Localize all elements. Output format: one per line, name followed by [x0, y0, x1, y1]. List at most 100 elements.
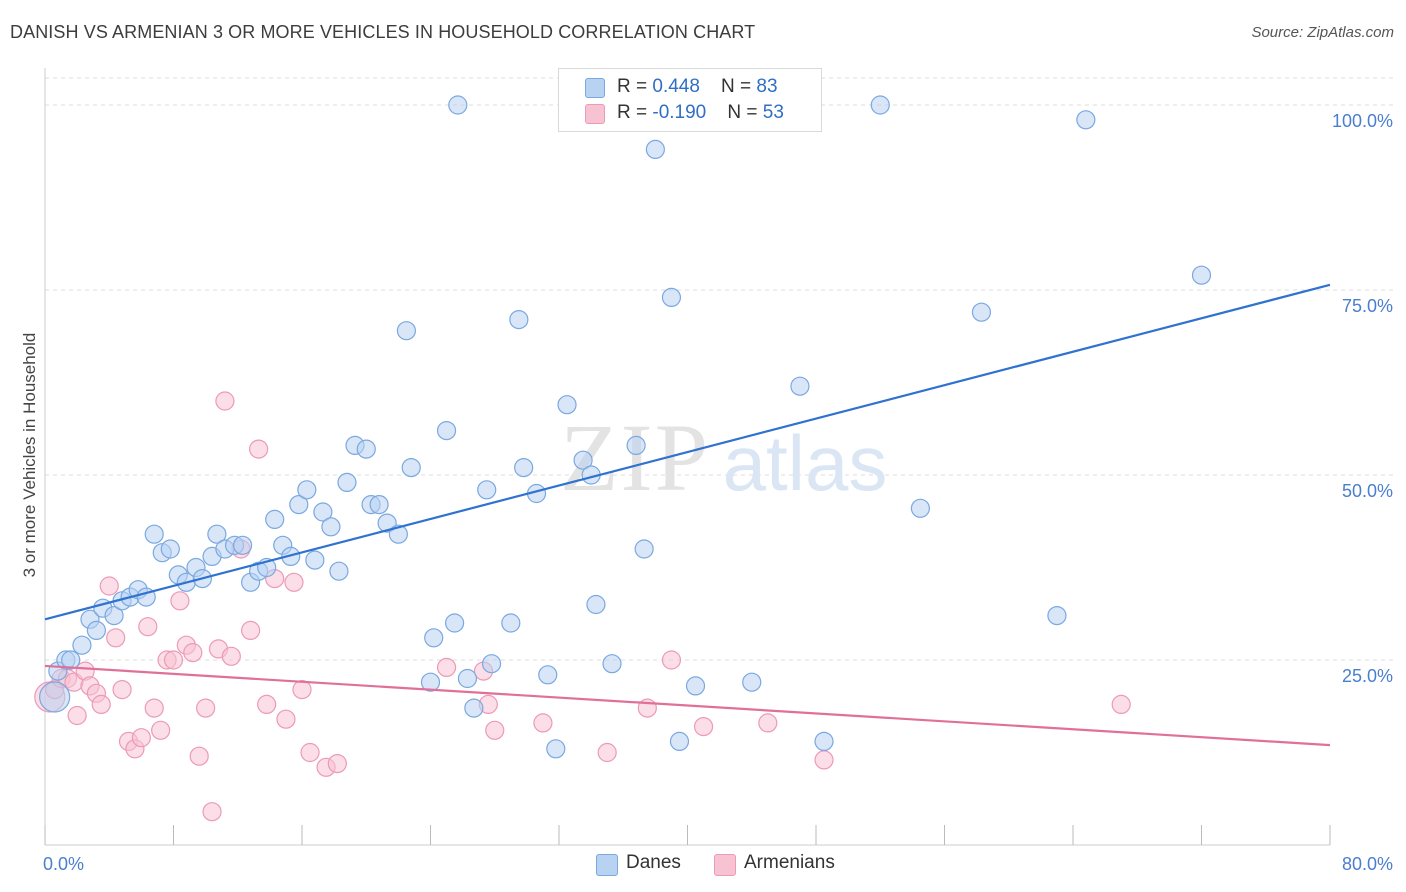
- y-tick-label: 100.0%: [1332, 111, 1393, 131]
- danes-point: [602, 654, 622, 674]
- legend-r-value: 0.448: [652, 76, 700, 97]
- danes-swatch: [596, 854, 618, 876]
- armenians-point: [189, 746, 209, 766]
- legend-danes-text: R = 0.448 N = 83: [617, 76, 778, 98]
- armenians-point: [758, 713, 778, 733]
- armenians-point: [300, 742, 320, 763]
- danes-point: [297, 480, 317, 500]
- danes-point: [1076, 110, 1096, 130]
- chart-title: DANISH VS ARMENIAN 3 OR MORE VEHICLES IN…: [10, 22, 756, 42]
- armenians-point: [436, 657, 457, 678]
- danes-point: [669, 731, 690, 752]
- danes-point: [557, 395, 577, 415]
- watermark: ZIP atlas: [560, 404, 887, 511]
- danes-point: [160, 539, 180, 559]
- armenians-point: [597, 742, 617, 763]
- armenians-point: [221, 646, 241, 666]
- danes-point: [501, 613, 521, 633]
- danes-point: [144, 524, 164, 544]
- danes-point: [420, 672, 441, 692]
- danes-point: [86, 620, 107, 641]
- danes-point: [321, 517, 341, 537]
- armenians-swatch: [714, 854, 736, 876]
- danes-point: [645, 139, 665, 159]
- danes-point: [337, 472, 357, 492]
- armenians-point: [202, 802, 222, 822]
- danes-point: [870, 95, 890, 115]
- danes-point: [289, 495, 309, 515]
- armenians-point: [112, 679, 132, 700]
- armenians-point: [241, 620, 261, 641]
- danes-point: [509, 310, 529, 330]
- danes-swatch: [585, 78, 605, 98]
- y-tick-label: 75.0%: [1342, 296, 1393, 316]
- series-legend-danes-label: Danes: [626, 852, 681, 873]
- danes-point: [207, 524, 227, 544]
- armenians-point: [151, 720, 171, 740]
- danes-point: [436, 421, 457, 441]
- armenians-point: [215, 391, 235, 411]
- series-legend: Danes Armenians: [0, 852, 1406, 878]
- armenians-point: [131, 728, 151, 748]
- danes-points: [39, 95, 1212, 759]
- legend-n-value: 53: [762, 102, 784, 123]
- danes-point: [910, 498, 931, 518]
- danes-point: [61, 650, 81, 670]
- y-tick-label: 25.0%: [1342, 666, 1393, 686]
- danes-point: [232, 535, 253, 555]
- danes-point: [369, 495, 389, 515]
- armenians-point: [327, 753, 347, 774]
- armenians-point: [284, 572, 304, 592]
- danes-point: [790, 376, 810, 396]
- watermark-atlas: atlas: [723, 419, 888, 507]
- danes-point: [388, 524, 408, 544]
- x-tick-label: 80.0%: [1342, 854, 1393, 874]
- armenians-point: [163, 650, 184, 670]
- armenians-point: [485, 720, 505, 740]
- legend-r-label: R =: [617, 76, 653, 97]
- danes-point: [514, 458, 534, 478]
- danes-point: [329, 561, 349, 581]
- armenians-point: [170, 591, 190, 611]
- y-tick-label: 50.0%: [1342, 481, 1393, 501]
- danes-point: [464, 698, 484, 718]
- danes-point: [538, 665, 558, 685]
- grid-lines: [45, 77, 1393, 661]
- armenians-point: [276, 709, 296, 729]
- armenians-point: [661, 650, 682, 670]
- danes-point: [39, 681, 71, 713]
- danes-point: [313, 502, 333, 522]
- danes-point: [448, 95, 468, 115]
- danes-trend-line: [44, 283, 1331, 621]
- armenians-trend-line: [44, 664, 1331, 747]
- armenians-point: [138, 617, 158, 637]
- danes-point: [457, 668, 478, 689]
- danes-point: [634, 539, 654, 559]
- danes-point: [573, 450, 593, 470]
- chart-source: Source: ZipAtlas.com: [1251, 24, 1394, 41]
- legend-n-label: N =: [727, 102, 763, 123]
- danes-point: [586, 594, 606, 615]
- y-axis-label: 3 or more Vehicles in Household: [20, 333, 39, 578]
- legend-n-value: 83: [756, 76, 778, 97]
- x-tick-label: 0.0%: [43, 854, 84, 874]
- armenians-point: [196, 698, 216, 718]
- danes-point: [401, 458, 421, 478]
- legend-r-value: -0.190: [652, 102, 707, 123]
- danes-point: [661, 287, 682, 307]
- danes-point: [971, 302, 992, 322]
- danes-point: [305, 550, 325, 570]
- armenians-point: [106, 628, 126, 648]
- armenians-point: [91, 694, 111, 715]
- armenians-point: [533, 713, 553, 733]
- danes-point: [265, 509, 285, 530]
- danes-point: [356, 439, 376, 459]
- armenians-point: [183, 642, 203, 663]
- danes-point: [1047, 605, 1067, 626]
- danes-point: [685, 676, 706, 696]
- danes-point: [444, 613, 465, 633]
- correlation-legend: R = 0.448 N = 83 R = -0.190 N = 53: [558, 68, 822, 132]
- armenians-point: [249, 439, 269, 459]
- danes-point: [742, 672, 762, 692]
